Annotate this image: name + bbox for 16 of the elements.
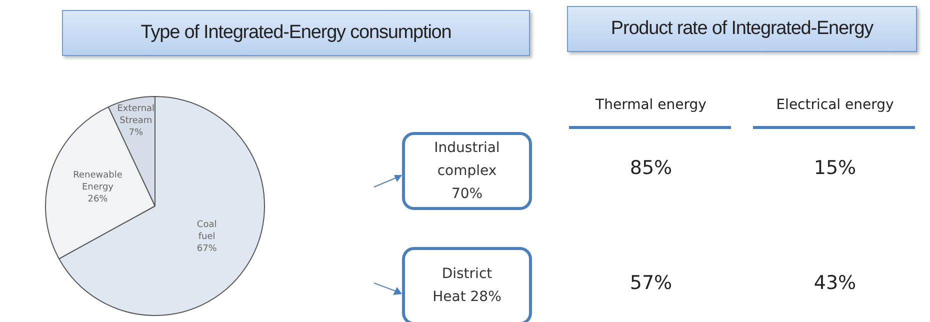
text: 15%	[812, 157, 858, 179]
text: 85%	[628, 157, 674, 179]
text: Thermal energy	[594, 97, 708, 113]
text: 57%	[628, 272, 674, 294]
text: Industrial complex 70%	[433, 138, 501, 204]
data-label: 26%	[88, 194, 108, 205]
text: District Heat 28%	[432, 265, 502, 307]
slice-label: Renewable Energy	[73, 170, 123, 193]
text: Electrical energy	[775, 97, 895, 113]
chart-title: Type of Integrated-Energy consumption	[140, 22, 452, 44]
text: Product rate of Integrated-Energy	[610, 18, 874, 40]
data-label: 7%	[128, 128, 144, 138]
text: 43%	[812, 272, 858, 294]
data-label: 67%	[196, 244, 218, 254]
slice-label: External Stream	[117, 104, 155, 126]
slice-label: Coal fuel	[196, 220, 217, 242]
